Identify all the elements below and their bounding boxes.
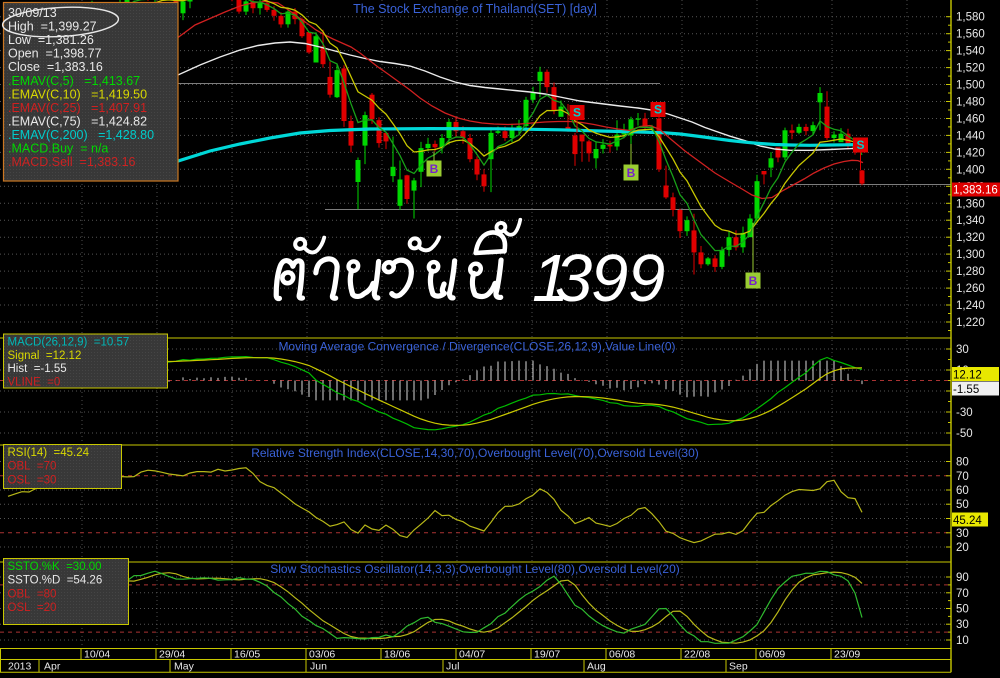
svg-text:60: 60 xyxy=(956,485,969,497)
svg-text:80: 80 xyxy=(956,457,969,469)
svg-text:MACD(26,12,9) =10.57: MACD(26,12,9) =10.57 xyxy=(8,337,130,349)
svg-text:1,383.16: 1,383.16 xyxy=(953,185,998,197)
svg-text:16/05: 16/05 xyxy=(234,649,260,661)
svg-text:Signal =12.12: Signal =12.12 xyxy=(8,350,82,362)
svg-text:.EMAV(C,10) =1,419.50: .EMAV(C,10) =1,419.50 xyxy=(8,87,147,101)
svg-text:1,580: 1,580 xyxy=(956,12,985,24)
svg-text:1399: 1399 xyxy=(532,241,665,316)
svg-text:19/07: 19/07 xyxy=(534,649,560,661)
svg-text:High =1,399.27: High =1,399.27 xyxy=(8,20,97,34)
svg-text:1,460: 1,460 xyxy=(956,114,985,126)
svg-text:12.12: 12.12 xyxy=(953,370,982,382)
svg-text:10: 10 xyxy=(956,635,969,647)
svg-text:06/08: 06/08 xyxy=(609,649,635,661)
svg-text:22/08: 22/08 xyxy=(684,649,710,661)
svg-text:1,500: 1,500 xyxy=(956,80,985,92)
svg-text:1,400: 1,400 xyxy=(956,164,985,176)
svg-text:45.24: 45.24 xyxy=(953,515,982,527)
svg-text:1,560: 1,560 xyxy=(956,29,985,41)
svg-text:.EMAV(C,5) =1,413.67: .EMAV(C,5) =1,413.67 xyxy=(8,74,140,88)
svg-text:S: S xyxy=(654,103,662,117)
svg-text:23/09: 23/09 xyxy=(834,649,860,661)
svg-text:VLINE =0: VLINE =0 xyxy=(8,376,61,388)
svg-text:Apr: Apr xyxy=(44,661,61,673)
svg-text:Aug: Aug xyxy=(587,661,606,673)
svg-text:-1.55: -1.55 xyxy=(953,384,979,396)
svg-text:70: 70 xyxy=(956,588,969,600)
svg-text:-50: -50 xyxy=(956,428,973,440)
svg-text:90: 90 xyxy=(956,572,969,584)
svg-text:SSTO.%K =30.00: SSTO.%K =30.00 xyxy=(8,561,102,573)
svg-text:Sep: Sep xyxy=(729,661,748,673)
svg-text:70: 70 xyxy=(956,471,969,483)
svg-text:OBL =70: OBL =70 xyxy=(8,461,57,473)
svg-text:Open =1,398.77: Open =1,398.77 xyxy=(8,47,102,61)
svg-text:SSTO.%D =54.26: SSTO.%D =54.26 xyxy=(8,575,103,587)
svg-text:1,480: 1,480 xyxy=(956,97,985,109)
svg-text:30: 30 xyxy=(956,344,969,356)
svg-text:20: 20 xyxy=(956,542,969,554)
svg-text:.EMAV(C,25) =1,407.91: .EMAV(C,25) =1,407.91 xyxy=(8,101,147,115)
svg-text:.MACD.Buy = n/a: .MACD.Buy = n/a xyxy=(8,142,108,156)
svg-text:10/04: 10/04 xyxy=(84,649,110,661)
svg-text:.EMAV(C,200) =1,428.80: .EMAV(C,200) =1,428.80 xyxy=(8,128,154,142)
svg-text:1,340: 1,340 xyxy=(956,215,985,227)
svg-text:Hist =-1.55: Hist =-1.55 xyxy=(8,363,67,375)
svg-text:-30: -30 xyxy=(956,407,973,419)
svg-text:1,220: 1,220 xyxy=(956,317,985,329)
svg-text:50: 50 xyxy=(956,499,969,511)
svg-text:1,240: 1,240 xyxy=(956,300,985,312)
svg-text:May: May xyxy=(174,661,195,673)
svg-text:OSL =30: OSL =30 xyxy=(8,474,57,486)
svg-text:S: S xyxy=(856,138,864,152)
svg-text:30/09/13: 30/09/13 xyxy=(8,6,57,20)
svg-text:50: 50 xyxy=(956,604,969,616)
svg-text:30: 30 xyxy=(956,619,969,631)
svg-text:Low =1,381.26: Low =1,381.26 xyxy=(8,33,94,47)
svg-text:S: S xyxy=(573,106,581,120)
svg-text:1,260: 1,260 xyxy=(956,283,985,295)
svg-text:1,360: 1,360 xyxy=(956,198,985,210)
svg-text:Jun: Jun xyxy=(310,661,327,673)
svg-text:1,300: 1,300 xyxy=(956,249,985,261)
svg-text:.EMAV(C,75) =1,424.82: .EMAV(C,75) =1,424.82 xyxy=(8,114,147,128)
svg-text:18/06: 18/06 xyxy=(384,649,410,661)
svg-text:04/07: 04/07 xyxy=(459,649,485,661)
svg-text:OSL =20: OSL =20 xyxy=(8,602,57,614)
svg-text:Jul: Jul xyxy=(446,661,459,673)
svg-text:1,520: 1,520 xyxy=(956,63,985,75)
svg-text:Relative Strength Index(CLOSE,: Relative Strength Index(CLOSE,14,30,70),… xyxy=(251,446,699,460)
svg-text:B: B xyxy=(627,166,636,180)
svg-text:1,280: 1,280 xyxy=(956,266,985,278)
svg-text:03/06: 03/06 xyxy=(309,649,335,661)
svg-text:The Stock Exchange of Thailand: The Stock Exchange of Thailand(SET) [day… xyxy=(353,2,597,16)
svg-text:2013: 2013 xyxy=(8,661,32,673)
svg-text:06/09: 06/09 xyxy=(759,649,785,661)
svg-text:Close =1,383.16: Close =1,383.16 xyxy=(8,60,103,74)
svg-text:RSI(14) =45.24: RSI(14) =45.24 xyxy=(8,447,90,459)
svg-text:.MACD.Sell =1,383.16: .MACD.Sell =1,383.16 xyxy=(8,155,136,169)
svg-text:30: 30 xyxy=(956,528,969,540)
svg-text:29/04: 29/04 xyxy=(159,649,185,661)
svg-text:1,440: 1,440 xyxy=(956,130,985,142)
svg-text:B: B xyxy=(749,274,758,288)
svg-text:1,320: 1,320 xyxy=(956,232,985,244)
svg-text:Moving Average Convergence / D: Moving Average Convergence / Divergence(… xyxy=(278,340,675,354)
svg-text:Slow Stochastics Oscillator(14: Slow Stochastics Oscillator(14,3,3),Over… xyxy=(270,562,680,576)
svg-text:B: B xyxy=(430,162,439,176)
svg-text:1,540: 1,540 xyxy=(956,46,985,58)
svg-text:1,420: 1,420 xyxy=(956,147,985,159)
svg-text:OBL =80: OBL =80 xyxy=(8,588,57,600)
